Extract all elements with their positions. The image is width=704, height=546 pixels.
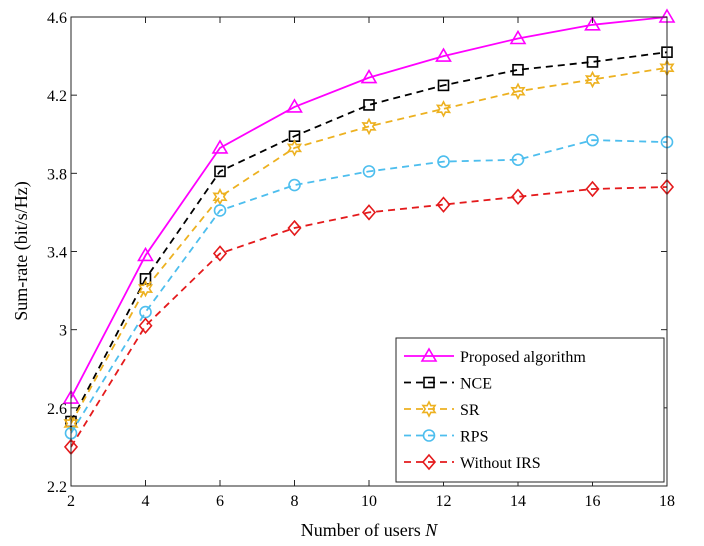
x-tick-label: 2: [67, 493, 75, 510]
series-line: [70, 16, 668, 399]
data-point-hexagram: [137, 279, 154, 298]
legend-marker-triangle: [420, 347, 438, 362]
legend: Proposed algorithm NCE SR RPS Without IRS: [395, 337, 665, 483]
x-axis-label: Number of users N: [301, 520, 438, 540]
data-point-hexagram: [286, 139, 303, 157]
data-point-square: [363, 99, 375, 111]
legend-marker-hexagram: [421, 400, 437, 418]
data-point-diamond: [287, 219, 302, 237]
data-point-diamond: [212, 245, 228, 262]
data-point-triangle: [211, 139, 229, 154]
data-point-circle: [511, 153, 525, 166]
data-point-square: [512, 63, 524, 76]
data-point-square: [586, 56, 599, 68]
legend-label: Without IRS: [460, 455, 541, 472]
data-point-diamond: [361, 204, 377, 221]
data-point-diamond: [436, 196, 451, 213]
legend-label: Proposed algorithm: [460, 349, 586, 366]
data-point-hexagram: [212, 188, 228, 206]
x-axis-label-var: N: [424, 520, 438, 540]
series-line: [70, 66, 668, 424]
data-point-triangle: [509, 29, 527, 45]
y-tick-label: 4.6: [47, 10, 67, 27]
series-sr: [63, 59, 675, 433]
data-point-square: [437, 79, 450, 92]
data-point-diamond: [510, 188, 526, 206]
x-tick-label: 10: [361, 493, 377, 510]
data-point-circle: [437, 155, 450, 168]
data-point-square: [139, 273, 152, 285]
legend-label: SR: [460, 402, 480, 419]
legend-marker-square: [423, 376, 435, 389]
series-rps: [64, 133, 674, 440]
legend-marker-circle: [422, 429, 436, 442]
data-point-triangle: [360, 68, 378, 84]
y-axis-label: Sum-rate (bit/s/Hz): [11, 181, 32, 320]
y-tick-label: 3.8: [47, 166, 67, 183]
x-tick-label: 8: [291, 493, 299, 510]
legend-box: [395, 337, 665, 483]
series-without-irs: [63, 178, 675, 456]
data-point-circle: [213, 204, 227, 217]
data-point-diamond: [138, 317, 153, 334]
axes-layer: 2 4 6 8 10 12 14 16 18 2.2 2.6 3 3.4 3.8 4.2 4.6: [47, 10, 675, 510]
legend-label: RPS: [460, 429, 488, 446]
data-point-circle: [288, 178, 301, 192]
x-tick-label: 4: [142, 493, 150, 510]
series-line: [70, 139, 668, 434]
data-point-circle: [362, 165, 376, 178]
data-point-diamond: [585, 180, 600, 198]
data-point-hexagram: [361, 117, 377, 136]
x-tick-label: 18: [659, 493, 675, 510]
data-point-hexagram: [584, 70, 601, 89]
y-tick-label: 2.2: [47, 479, 67, 496]
x-tick-label: 12: [436, 493, 452, 510]
data-point-triangle: [286, 98, 303, 113]
data-point-triangle: [435, 47, 452, 62]
series-line: [70, 186, 668, 448]
data-point-triangle: [137, 246, 154, 262]
data-point-square: [214, 165, 226, 178]
x-tick-label: 14: [510, 493, 526, 510]
y-tick-label: 4.2: [47, 88, 67, 105]
y-tick-label: 3.4: [47, 245, 67, 262]
x-tick-label: 6: [216, 493, 224, 510]
series-line: [70, 51, 668, 422]
data-point-circle: [586, 133, 599, 147]
x-tick-label: 16: [585, 493, 601, 510]
data-point-triangle: [584, 16, 601, 31]
legend-label: NCE: [460, 376, 492, 393]
y-tick-label: 2.6: [47, 401, 67, 418]
x-axis-label-text: Number of users: [301, 520, 421, 540]
data-point-hexagram: [510, 82, 526, 101]
legend-marker-diamond: [421, 453, 437, 471]
y-tick-label: 3: [59, 323, 67, 340]
data-point-hexagram: [435, 100, 452, 118]
